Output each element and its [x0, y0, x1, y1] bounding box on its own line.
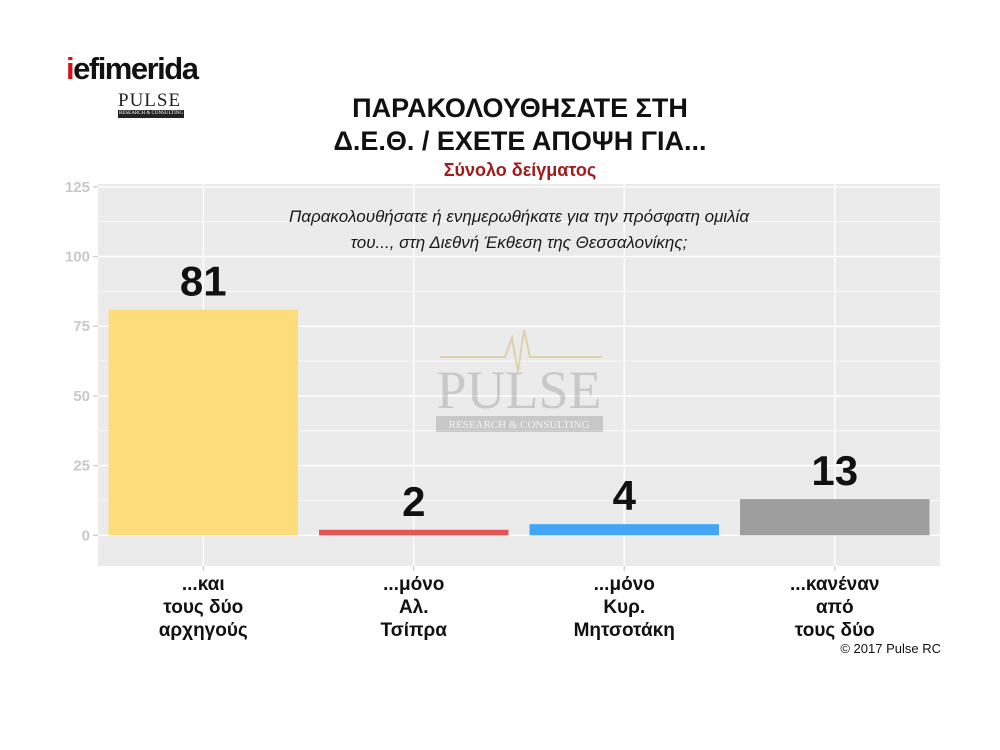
- bar-value-label: 81: [180, 257, 227, 304]
- x-tick-label-line: τους δύο: [795, 620, 875, 641]
- y-tick-label: 25: [73, 458, 90, 475]
- watermark-main-text: PULSE: [436, 360, 601, 420]
- chart-title: ΠΑΡΑΚΟΛΟΥΘΗΣΑΤΕ ΣΤΗ Δ.Ε.Θ. / ΕΧΕΤΕ ΑΠΟΨΗ…: [200, 92, 840, 158]
- chart-subtitle: Σύνολο δείγματος: [443, 160, 597, 180]
- x-tick-label-line: ...μόνο: [383, 574, 444, 595]
- bar: [529, 524, 719, 536]
- chart-title-line-2: Δ.Ε.Θ. / ΕΧΕΤΕ ΑΠΟΨΗ ΓΙΑ...: [333, 126, 707, 156]
- y-tick-label: 0: [82, 527, 90, 544]
- copyright-note: © 2017 Pulse RC: [840, 641, 941, 656]
- bar: [740, 499, 930, 536]
- bar-value-label: 4: [613, 472, 637, 519]
- logo-pulse: PULSE: [118, 90, 182, 111]
- x-tick-label-line: Κυρ.: [603, 597, 645, 618]
- x-tick-label-line: ...κανέναν: [790, 574, 879, 595]
- y-tick-label: 100: [65, 248, 90, 265]
- watermark-sub-band: [436, 416, 603, 432]
- chart-title-line-1: ΠΑΡΑΚΟΛΟΥΘΗΣΑΤΕ ΣΤΗ: [352, 93, 688, 123]
- x-axis: ...και τους δύο αρχηγούς...μόνο Αλ. Τσίπρα..…: [159, 566, 879, 641]
- pulse-watermark: PULSE RESEARCH & CONSULTING: [436, 329, 603, 432]
- watermark-pulse-line: [440, 329, 602, 373]
- x-tick-label-line: ...μόνο: [594, 574, 655, 595]
- iefimerida-pulse-logo: iefimerida PULSE RESEARCH & CONSULTING: [66, 51, 199, 122]
- x-tick-label-line: Τσίπρα: [381, 620, 448, 641]
- x-tick-label: ...μόνο Αλ. Τσίπρα: [381, 574, 448, 641]
- watermark-sub-text: RESEARCH & CONSULTING: [449, 419, 590, 431]
- x-tick-label-line: ...και: [182, 574, 225, 595]
- x-tick-label-line: τους δύο: [163, 597, 243, 618]
- x-tick-label-line: Αλ.: [399, 597, 429, 618]
- bar-value-label: 2: [402, 478, 425, 525]
- bars: 81 2 4 13: [108, 257, 930, 536]
- x-tick-label: ...και τους δύο αρχηγούς: [159, 574, 248, 641]
- y-tick-label: 125: [65, 179, 90, 196]
- y-axis: 0 25 50 75 100 125: [65, 179, 98, 544]
- x-tick-label-line: από: [816, 597, 854, 618]
- annotation-line-2: του..., στη Διεθνή Έκθεση της Θεσσαλονίκ…: [351, 233, 688, 252]
- bar: [108, 309, 298, 536]
- x-tick-label: ...μόνο Κυρ. Μητσοτάκη: [574, 574, 675, 641]
- x-tick-label: ...κανέναν από τους δύο: [790, 574, 879, 641]
- bar-value-label: 13: [811, 447, 858, 494]
- y-tick-label: 50: [73, 388, 90, 405]
- bar: [319, 529, 509, 536]
- annotation-line-1: Παρακολουθήσατε ή ενημερωθήκατε για την …: [289, 207, 750, 226]
- y-tick-label: 75: [73, 318, 90, 335]
- x-tick-label-line: Μητσοτάκη: [574, 620, 675, 641]
- logo-research-consulting: RESEARCH & CONSULTING: [118, 110, 184, 118]
- x-tick-label-line: αρχηγούς: [159, 620, 248, 641]
- logo-wordmark: iefimerida: [66, 51, 199, 86]
